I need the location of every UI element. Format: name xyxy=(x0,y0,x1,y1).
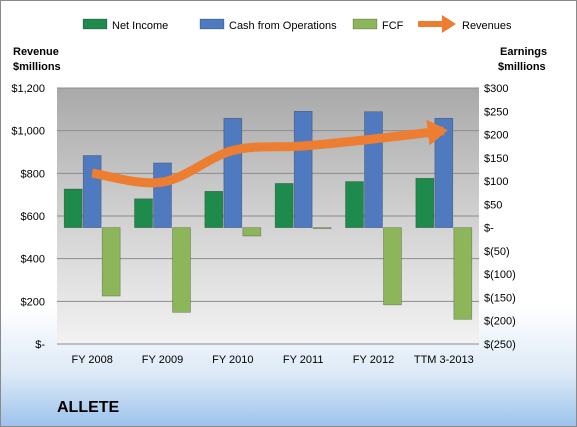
fcf-legend-swatch xyxy=(352,18,378,30)
net-income-legend-swatch xyxy=(82,18,108,30)
fcf-bar xyxy=(312,227,332,229)
x-tick-label: FY 2010 xyxy=(212,354,253,366)
revenue-line xyxy=(91,119,448,188)
x-tick-label: FY 2012 xyxy=(353,354,394,366)
left-axis-ticks: $- $200 $400 $600 $800 $1,000 $1,200 xyxy=(11,83,45,351)
revenues-legend-arrow xyxy=(442,15,456,33)
net-income-legend-label: Net Income xyxy=(112,20,168,32)
legend: Net Income Cash from Operations FCF Revenue… xyxy=(82,15,512,33)
net-income-bar xyxy=(134,198,153,228)
left-tick-label: $600 xyxy=(21,211,45,223)
right-tick-label: $300 xyxy=(484,83,508,95)
right-axis-label-line1: Earnings xyxy=(500,46,547,58)
right-tick-label: $(100) xyxy=(484,269,516,281)
left-tick-label: $200 xyxy=(21,296,45,308)
fcf-legend-label: FCF xyxy=(382,20,404,32)
right-tick-label: $50 xyxy=(484,199,502,211)
right-tick-label: $(200) xyxy=(484,316,516,328)
cash-from-operations-bar xyxy=(223,117,243,228)
revenues-line xyxy=(91,126,445,188)
net-income-bar xyxy=(345,181,364,228)
fcf-bar xyxy=(242,227,262,237)
x-tick-label: FY 2008 xyxy=(71,354,112,366)
right-tick-label: $(150) xyxy=(484,292,516,304)
cash-from-operations-bar xyxy=(364,111,383,228)
fcf-bar xyxy=(101,227,121,297)
revenues-legend-label: Revenues xyxy=(462,20,512,32)
x-tick-label: FY 2009 xyxy=(142,354,183,366)
net-income-bar xyxy=(415,177,435,228)
right-tick-label: $(50) xyxy=(484,246,510,258)
fcf-bar xyxy=(383,227,402,306)
right-tick-label: $250 xyxy=(484,106,508,118)
right-tick-label: $150 xyxy=(484,153,508,165)
fcf-bar xyxy=(172,227,191,313)
right-axis-label-line2: $millions xyxy=(498,61,546,73)
cash-from-operations-bar xyxy=(434,117,454,228)
right-tick-label: $100 xyxy=(484,176,508,188)
left-tick-label: $1,000 xyxy=(11,126,45,138)
left-tick-label: $400 xyxy=(21,254,45,266)
revenues-arrowhead xyxy=(426,119,448,146)
net-income-bar xyxy=(63,188,83,228)
cash-from-operations-legend-swatch xyxy=(199,18,225,30)
left-axis-label-line2: $millions xyxy=(13,61,61,73)
fcf-bar xyxy=(453,227,473,320)
left-tick-label: $1,200 xyxy=(11,83,45,95)
left-axis-label-line1: Revenue xyxy=(13,46,59,58)
left-tick-label: $800 xyxy=(21,168,45,180)
left-tick-label: $- xyxy=(35,339,45,351)
x-tick-label: FY 2011 xyxy=(283,354,324,366)
cash-from-operations-bar xyxy=(153,162,172,228)
cash-from-operations-bar xyxy=(293,110,313,228)
company-name: ALLETE xyxy=(57,399,120,416)
x-axis-ticks: FY 2008 FY 2009 FY 2010 FY 2011 FY 2012 TTM 3… xyxy=(71,354,473,366)
cash-from-operations-bar xyxy=(82,155,102,228)
right-tick-label: $- xyxy=(484,223,494,235)
right-tick-label: $200 xyxy=(484,130,508,142)
net-income-bar xyxy=(274,183,294,228)
right-tick-label: $(250) xyxy=(484,339,516,351)
bars xyxy=(63,110,473,320)
cash-from-operations-legend-label: Cash from Operations xyxy=(229,20,337,32)
x-tick-label: TTM 3-2013 xyxy=(414,354,474,366)
right-axis-ticks: $(250) $(200) $(150) $(100) $(50) $- $50 $100 $1… xyxy=(484,83,516,351)
net-income-bar xyxy=(204,191,224,228)
